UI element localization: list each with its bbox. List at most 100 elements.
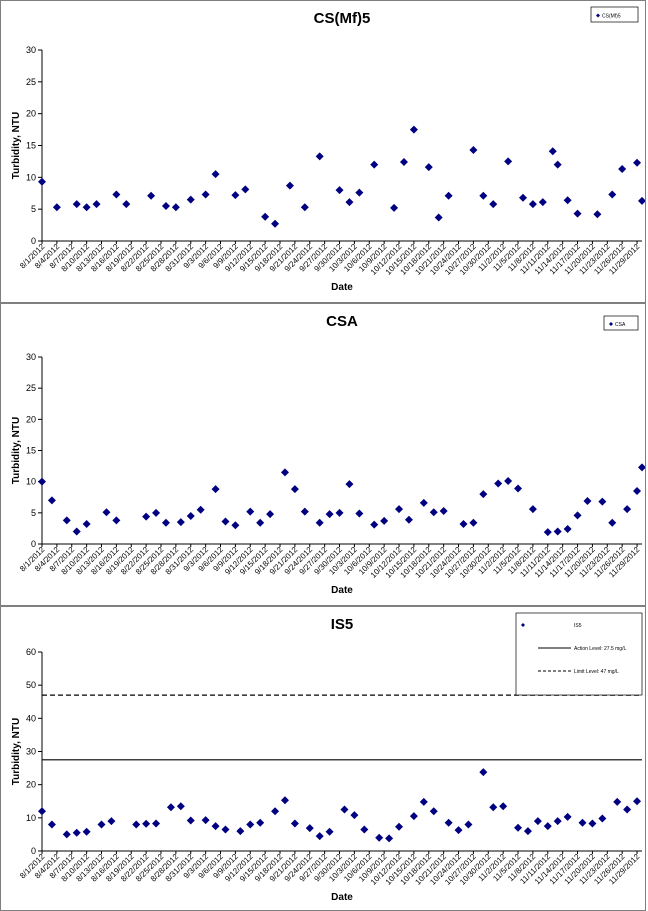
data-point [489,200,498,209]
chart-panel-3: IS5 0 10 20 30 40 50 60 Turbidity, NTU 8/1/2012 8/… [0,606,646,911]
y-axis-label: Turbidity, NTU [11,417,22,484]
data-point [563,525,572,534]
data-point [211,822,220,831]
data-point [142,512,151,521]
data-point [147,191,156,200]
data-point [335,186,344,195]
y-tick-label: 30 [26,352,36,362]
data-point [325,510,334,519]
data-point [553,527,562,536]
data-point [409,812,418,821]
data-point [553,817,562,826]
data-point [107,817,116,826]
legend-label: CSA [615,322,626,328]
data-point [514,823,523,832]
data-point [385,834,394,843]
data-point [176,518,185,527]
data-point [355,509,364,518]
data-point [543,822,552,831]
y-axis-label: Turbidity, NTU [11,112,22,179]
data-point [211,485,220,494]
y-tick-label: 25 [26,77,36,87]
data-point [563,196,572,205]
chart-panel-1: CS(Mf)5 0 5 10 15 20 25 30 Turbidity, NTU 8/1/201… [0,0,646,303]
data-point [399,158,408,167]
legend-label: IS5 [574,623,582,629]
legend-label: Action Level: 27.5 mg/L [574,646,626,652]
data-point [72,527,81,536]
legend-marker [521,623,525,627]
y-tick-label: 10 [26,813,36,823]
legend-box [515,612,643,696]
data-point [375,833,384,842]
y-tick-label: 10 [26,172,36,182]
data-point [459,520,468,529]
data-point [246,507,255,516]
data-point [47,496,56,505]
data-point [613,797,622,806]
data-point [618,165,627,174]
data-point [638,196,645,205]
data-point [419,797,428,806]
data-point [444,818,453,827]
data-point [300,203,309,212]
data-point [325,827,334,836]
data-point [409,125,418,134]
data-point [82,520,91,529]
data-point [548,147,557,156]
data-point [608,518,617,527]
data-point [489,803,498,812]
data-point [504,477,513,486]
data-point [271,807,280,816]
data-point [142,819,151,828]
data-point [404,515,413,524]
data-point [152,508,161,517]
data-point [623,505,632,514]
data-point [434,213,443,222]
data-point [315,518,324,527]
data-point [464,820,473,829]
data-point [553,160,562,169]
legend-label: Limit Level: 47 mg/L [574,669,619,675]
data-point [246,820,255,829]
data-point [439,506,448,515]
legend-box [590,6,639,23]
data-point [38,177,46,186]
data-point [528,505,537,514]
y-tick-label: 15 [26,141,36,151]
data-point [176,802,185,811]
data-point [598,814,607,823]
data-point [280,468,289,477]
data-point [97,820,106,829]
data-point [380,516,389,525]
data-point [231,521,240,530]
data-point [236,827,245,836]
data-point [633,487,642,496]
data-point [479,490,488,499]
data-point [132,820,141,829]
data-point [161,201,170,210]
data-point [533,817,542,826]
data-point [340,805,349,814]
data-point [211,170,220,179]
data-point [335,508,344,517]
data-point [38,477,46,486]
data-point [266,510,275,519]
data-point [112,190,121,199]
y-tick-label: 20 [26,109,36,119]
data-point [504,157,513,166]
data-point [82,827,91,836]
x-axis-label: Date [331,892,353,903]
data-point [201,816,210,825]
data-point [469,145,478,154]
data-point [290,485,299,494]
data-point [62,516,71,525]
y-tick-label: 40 [26,713,36,723]
data-point [62,830,71,839]
data-point [583,496,592,505]
chart-title: CS(Mf)5 [314,10,371,27]
data-point [390,203,399,212]
data-point [201,190,210,199]
data-point [256,518,265,527]
